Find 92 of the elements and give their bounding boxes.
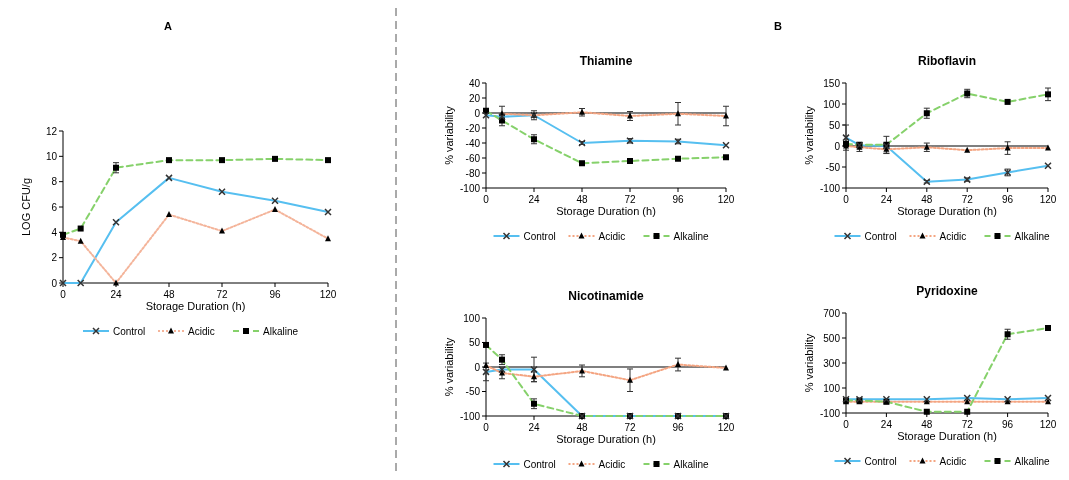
legend-label: Control	[864, 230, 897, 242]
x-tick-label: 96	[1002, 194, 1014, 205]
legend-label: Control	[864, 455, 897, 467]
y-tick-label: 12	[45, 125, 58, 137]
x-tick-label: 96	[672, 422, 684, 433]
y-tick-label: 10	[45, 150, 58, 162]
x-tick-label: 120	[717, 194, 735, 205]
legend-label: Control	[113, 325, 146, 337]
y-tick-label: -60	[465, 152, 481, 164]
y-tick-label: 50	[828, 119, 841, 131]
legend-label: Alkaline	[673, 230, 709, 242]
y-tick-label: -100	[819, 407, 841, 419]
y-tick-label: -50	[825, 161, 841, 173]
legend-label: Control	[523, 230, 556, 242]
y-tick-label: 100	[823, 382, 841, 394]
x-tick-label: 0	[843, 194, 850, 205]
y-tick-label: 700	[823, 307, 841, 319]
x-axis-title: Storage Duration (h)	[897, 205, 997, 217]
x-tick-label: 120	[717, 422, 735, 433]
text: B	[774, 20, 783, 32]
x-tick-label: 24	[528, 422, 540, 433]
text: A	[164, 20, 173, 32]
chart-title: Pyridoxine	[916, 284, 978, 298]
chart-title: Riboflavin	[917, 54, 977, 68]
x-tick-label: 24	[528, 194, 540, 205]
x-tick-label: 72	[961, 419, 974, 430]
x-tick-label: 24	[880, 419, 893, 430]
x-axis-title: Storage Duration (h)	[145, 300, 246, 312]
legend-label: Acidic	[598, 230, 626, 242]
x-tick-label: 120	[1039, 194, 1057, 205]
x-tick-label: 96	[1002, 419, 1014, 430]
y-tick-label: -20	[465, 122, 481, 134]
legend-label: Alkaline	[263, 325, 299, 337]
y-axis-title: % variability	[443, 105, 455, 165]
y-tick-label: 8	[51, 176, 58, 188]
y-tick-label: 6	[51, 201, 58, 213]
y-tick-label: 100	[463, 312, 481, 324]
y-tick-label: -100	[459, 410, 481, 422]
y-tick-label: -100	[819, 182, 841, 194]
legend-label: Alkaline	[673, 458, 709, 470]
y-tick-label: 4	[51, 226, 58, 238]
legend-label: Acidic	[939, 230, 967, 242]
y-tick-label: 0	[51, 277, 58, 289]
x-tick-label: 72	[624, 194, 636, 205]
x-tick-label: 120	[319, 289, 337, 300]
x-tick-label: 0	[843, 419, 850, 430]
y-tick-label: 0	[834, 140, 841, 152]
y-tick-label: -50	[465, 386, 481, 397]
y-axis-title: % variability	[803, 105, 815, 165]
chart-title: Nicotinamide	[568, 289, 644, 303]
x-tick-label: 72	[961, 194, 974, 205]
legend-label: Acidic	[598, 458, 626, 470]
legend-label: Alkaline	[1014, 455, 1050, 467]
x-tick-label: 0	[60, 289, 67, 300]
y-tick-label: 0	[474, 361, 481, 373]
x-tick-label: 48	[576, 422, 588, 433]
x-tick-label: 24	[110, 289, 122, 300]
y-tick-label: 100	[823, 98, 841, 110]
y-tick-label: -40	[465, 137, 481, 149]
y-axis-title: LOG CFU/g	[20, 177, 32, 237]
y-tick-label: 40	[468, 77, 481, 89]
x-tick-label: 48	[576, 194, 588, 205]
x-tick-label: 24	[880, 194, 893, 205]
legend-label: Acidic	[939, 455, 967, 467]
legend-label: Acidic	[188, 325, 215, 337]
x-tick-label: 72	[624, 422, 636, 433]
legend-label: Control	[523, 458, 556, 470]
x-tick-label: 48	[921, 194, 933, 205]
y-axis-title: % variability	[803, 333, 815, 393]
x-tick-label: 48	[921, 419, 933, 430]
x-axis-title: Storage Duration (h)	[556, 205, 656, 217]
x-tick-label: 96	[269, 289, 281, 300]
x-tick-label: 0	[483, 422, 490, 433]
x-tick-label: 48	[163, 289, 175, 300]
y-tick-label: 500	[823, 332, 841, 344]
y-tick-label: 50	[468, 337, 481, 348]
x-axis-title: Storage Duration (h)	[897, 430, 997, 442]
y-tick-label: -100	[459, 182, 481, 194]
y-tick-label: 2	[51, 252, 58, 264]
x-tick-label: 120	[1039, 419, 1057, 430]
y-tick-label: 0	[474, 107, 481, 119]
y-axis-title: % variability	[443, 337, 455, 397]
chart-title: Thiamine	[579, 54, 633, 68]
y-tick-label: 20	[468, 92, 481, 104]
y-tick-label: 150	[823, 77, 841, 89]
y-tick-label: 300	[823, 357, 841, 369]
legend-label: Alkaline	[1014, 230, 1050, 242]
x-tick-label: 72	[216, 289, 228, 300]
x-tick-label: 96	[672, 194, 684, 205]
x-axis-title: Storage Duration (h)	[556, 433, 656, 445]
x-tick-label: 0	[483, 194, 490, 205]
y-tick-label: -80	[465, 167, 481, 179]
